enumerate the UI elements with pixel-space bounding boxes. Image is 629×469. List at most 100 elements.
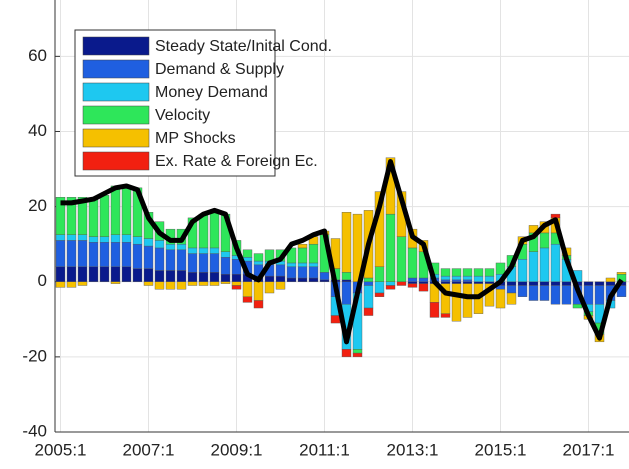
legend-swatch bbox=[82, 105, 150, 125]
bar-segment bbox=[341, 349, 352, 358]
bar-segment bbox=[286, 262, 297, 267]
y-tick-label: 20 bbox=[28, 196, 47, 215]
bar-segment bbox=[209, 281, 220, 286]
bar-segment bbox=[319, 279, 330, 282]
bar-segment bbox=[165, 243, 176, 251]
legend-label: Velocity bbox=[155, 107, 210, 124]
bar-segment bbox=[264, 281, 275, 294]
legend-swatch bbox=[82, 128, 150, 148]
bar-segment bbox=[209, 247, 220, 254]
legend-swatch bbox=[82, 36, 150, 56]
bar-segment bbox=[462, 281, 473, 284]
bar-segment bbox=[132, 243, 143, 269]
bar-segment bbox=[473, 275, 484, 282]
y-tick-label: 40 bbox=[28, 121, 47, 140]
bar-segment bbox=[539, 281, 550, 286]
bar-segment bbox=[308, 243, 319, 264]
bar-segment bbox=[176, 281, 187, 290]
bar-segment bbox=[99, 242, 110, 267]
bar-segment bbox=[308, 277, 319, 282]
bar-segment bbox=[374, 281, 385, 294]
bar-segment bbox=[231, 281, 242, 286]
bar-segment bbox=[220, 281, 231, 284]
bar-segment bbox=[451, 279, 462, 282]
bar-segment bbox=[286, 266, 297, 279]
bar-segment bbox=[143, 281, 154, 286]
bar-segment bbox=[187, 247, 198, 254]
bar-segment bbox=[407, 281, 418, 284]
bar-segment bbox=[407, 277, 418, 282]
bar-segment bbox=[66, 266, 77, 282]
bar-segment bbox=[88, 236, 99, 243]
bar-segment bbox=[495, 289, 506, 309]
bar-segment bbox=[451, 283, 462, 322]
bar-segment bbox=[341, 272, 352, 281]
bar-segment bbox=[308, 266, 319, 279]
bar-segment bbox=[462, 268, 473, 277]
bar-segment bbox=[363, 307, 374, 316]
bar-segment bbox=[253, 300, 264, 309]
bar-segment bbox=[341, 212, 352, 273]
bar-segment bbox=[220, 251, 231, 258]
bar-segment bbox=[473, 281, 484, 284]
bar-segment bbox=[385, 281, 396, 286]
bar-segment bbox=[99, 266, 110, 282]
bar-segment bbox=[77, 197, 88, 235]
bar-segment bbox=[220, 257, 231, 275]
bar-segment bbox=[473, 268, 484, 277]
y-tick-label: -40 bbox=[22, 421, 47, 440]
bar-segment bbox=[506, 292, 517, 305]
bar-segment bbox=[440, 279, 451, 282]
bar-segment bbox=[330, 315, 341, 324]
bar-segment bbox=[165, 281, 176, 290]
bar-segment bbox=[209, 272, 220, 282]
bar-segment bbox=[187, 253, 198, 273]
bar-segment bbox=[88, 242, 99, 267]
bar-segment bbox=[297, 277, 308, 282]
bar-segment bbox=[110, 234, 121, 243]
bar-segment bbox=[253, 253, 264, 262]
legend-label: Ex. Rate & Foreign Ec. bbox=[155, 153, 318, 170]
bar-segment bbox=[55, 197, 66, 235]
bar-segment bbox=[198, 253, 209, 273]
bar-segment bbox=[55, 266, 66, 282]
bar-segment bbox=[495, 262, 506, 275]
bar-segment bbox=[88, 266, 99, 282]
bar-segment bbox=[242, 281, 253, 297]
bar-segment bbox=[143, 268, 154, 282]
x-tick-label: 2011:1 bbox=[299, 440, 350, 459]
legend: Steady State/Inital Cond. Demand & Supply… bbox=[74, 29, 332, 177]
y-tick-label: 60 bbox=[28, 46, 47, 65]
bar-segment bbox=[440, 281, 451, 284]
bar-segment bbox=[121, 234, 132, 243]
bar-segment bbox=[297, 247, 308, 264]
bar-segment bbox=[231, 274, 242, 282]
y-tick-label: 0 bbox=[38, 271, 47, 290]
bar-segment bbox=[110, 185, 121, 235]
bar-segment bbox=[319, 272, 330, 281]
bar-segment bbox=[110, 281, 121, 284]
bar-segment bbox=[396, 281, 407, 286]
bar-segment bbox=[143, 238, 154, 247]
bar-segment bbox=[55, 281, 66, 288]
bar-segment bbox=[561, 285, 572, 305]
bar-segment bbox=[187, 281, 198, 286]
bar-segment bbox=[396, 236, 407, 282]
bar-segment bbox=[594, 281, 605, 286]
bar-segment bbox=[77, 266, 88, 282]
bar-segment bbox=[605, 277, 616, 282]
bar-segment bbox=[154, 270, 165, 282]
bar-segment bbox=[110, 242, 121, 267]
bar-segment bbox=[308, 262, 319, 267]
bar-segment bbox=[363, 281, 374, 286]
bar-segment bbox=[451, 268, 462, 277]
bar-segment bbox=[99, 236, 110, 243]
bar-segment bbox=[77, 234, 88, 241]
bar-segment bbox=[154, 240, 165, 249]
bar-segment bbox=[374, 266, 385, 282]
bar-segment bbox=[187, 272, 198, 282]
bar-segment bbox=[528, 285, 539, 301]
legend-swatch bbox=[82, 151, 150, 171]
bar-segment bbox=[198, 272, 209, 282]
x-tick-label: 2015:1 bbox=[475, 440, 527, 459]
